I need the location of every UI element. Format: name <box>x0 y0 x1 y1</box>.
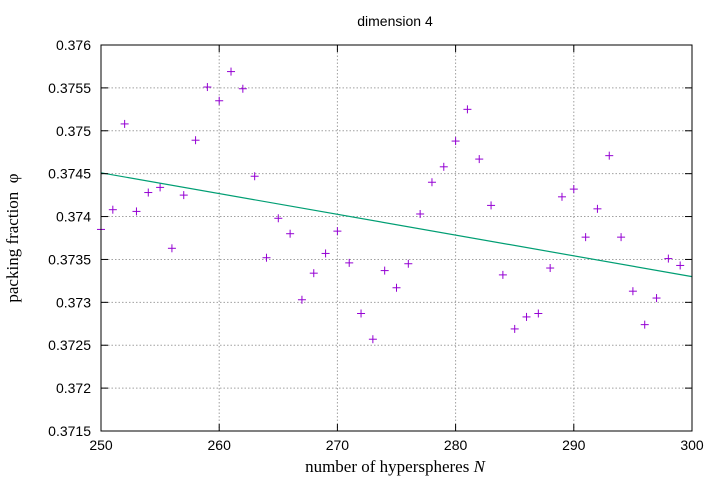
y-tick-label: 0.372 <box>56 380 91 396</box>
data-point <box>652 294 661 303</box>
data-point <box>475 155 484 164</box>
y-axis-label: packing fraction φ <box>3 173 22 302</box>
y-tick-label: 0.3715 <box>48 423 91 439</box>
y-axis-label-variable: φ <box>3 173 22 183</box>
grid <box>101 45 692 431</box>
y-tick-label: 0.3735 <box>48 251 91 267</box>
data-point <box>581 233 590 242</box>
y-tick-label: 0.3745 <box>48 166 91 182</box>
y-tick-label: 0.375 <box>56 123 91 139</box>
data-point <box>416 209 425 218</box>
data-point <box>522 312 531 321</box>
y-axis-label-text: packing fraction <box>3 183 22 302</box>
x-tick-label: 280 <box>444 437 468 453</box>
data-point <box>250 172 259 181</box>
x-tick-label: 260 <box>208 437 232 453</box>
x-tick-label: 270 <box>326 437 350 453</box>
x-tick-label: 300 <box>680 437 704 453</box>
series-layer <box>97 67 693 344</box>
data-point <box>286 229 295 238</box>
data-point <box>309 269 318 278</box>
data-point <box>546 264 555 273</box>
data-point <box>487 201 496 210</box>
data-point <box>357 309 366 318</box>
fit-line <box>100 172 693 278</box>
data-point <box>238 84 247 93</box>
x-axis-label-variable: N <box>473 457 487 476</box>
data-point <box>534 309 543 318</box>
data-point <box>640 320 649 329</box>
plot-frame <box>100 44 693 432</box>
y-tick-label: 0.374 <box>56 209 91 225</box>
y-tick-label: 0.3725 <box>48 337 91 353</box>
data-point <box>120 119 129 128</box>
data-point <box>451 137 460 146</box>
data-point <box>215 96 224 105</box>
data-point <box>108 205 117 214</box>
data-point <box>262 253 271 262</box>
data-point <box>510 324 519 333</box>
data-point <box>156 183 165 192</box>
data-point <box>132 207 141 216</box>
y-tick-label: 0.376 <box>56 37 91 53</box>
data-point <box>664 254 673 263</box>
y-tick-label: 0.3755 <box>48 80 91 96</box>
ticks <box>100 44 693 432</box>
y-tick-label: 0.373 <box>56 294 91 310</box>
data-point <box>676 261 685 270</box>
x-tick-label: 250 <box>89 437 113 453</box>
data-point <box>392 283 401 292</box>
data-point <box>605 151 614 160</box>
x-tick-label: 290 <box>562 437 586 453</box>
tick-labels: 250 260 270 280 290 300 0.3715 0.372 0.3725 0.373… <box>48 37 704 453</box>
data-point <box>439 162 448 171</box>
data-point <box>191 136 200 145</box>
data-point <box>368 335 377 344</box>
data-point <box>203 83 212 92</box>
data-point <box>593 204 602 213</box>
data-point <box>144 188 153 197</box>
data-point <box>380 266 389 275</box>
data-point <box>274 214 283 223</box>
data-point <box>628 287 637 296</box>
data-point <box>297 295 306 304</box>
data-point <box>333 227 342 236</box>
data-point <box>569 185 578 194</box>
data-point <box>498 270 507 279</box>
chart-title: dimension 4 <box>357 13 433 29</box>
data-point <box>179 191 188 200</box>
data-point <box>321 249 330 258</box>
data-point <box>557 192 566 201</box>
data-point <box>617 233 626 242</box>
x-axis-label: number of hyperspheres N <box>305 457 487 476</box>
data-point <box>463 105 472 114</box>
data-point <box>167 244 176 253</box>
data-point <box>427 178 436 187</box>
x-axis-label-text: number of hyperspheres <box>305 457 474 476</box>
data-point <box>404 259 413 268</box>
data-point <box>345 258 354 267</box>
data-point <box>227 67 236 76</box>
